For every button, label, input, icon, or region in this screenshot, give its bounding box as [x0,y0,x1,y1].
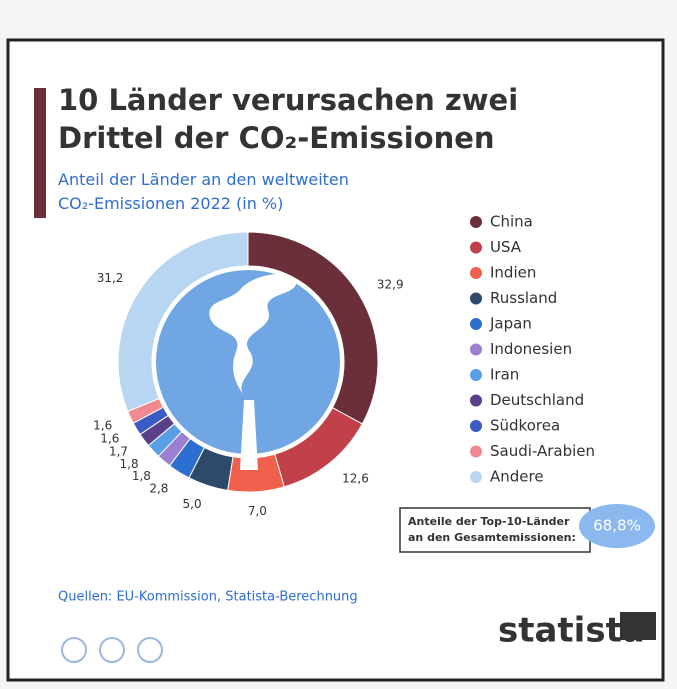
legend-swatch [470,216,482,228]
source: Quellen: EU-Kommission, Statista-Berechn… [58,590,358,605]
legend-swatch [470,395,482,407]
legend-swatch [470,420,482,432]
legend-swatch [470,318,482,330]
data-label: 1,6 [100,432,119,446]
legend-swatch [470,369,482,381]
legend-label: Indien [490,264,536,282]
legend-label: Indonesien [490,340,572,358]
title-bar [34,88,46,218]
legend-label: Saudi-Arabien [490,442,595,460]
legend-swatch [470,471,482,483]
data-label: 32,9 [377,278,404,292]
legend-label: Deutschland [490,391,584,409]
legend-label: Iran [490,366,519,384]
data-label: 1,8 [120,457,139,471]
legend-label: Russland [490,289,557,307]
legend-swatch [470,344,482,356]
legend-label: Andere [490,468,544,486]
logo-mark [620,612,656,640]
data-label: 12,6 [342,471,369,485]
legend-swatch [470,446,482,458]
data-label: 5,0 [183,497,202,511]
legend-swatch [470,293,482,305]
legend-label: China [490,213,533,231]
data-label: 7,0 [248,504,267,518]
data-label: 31,2 [97,271,124,285]
annotation-value: 68,8% [593,517,641,535]
chart: 10 Länder verursachen zweiDrittel der CO… [0,0,677,685]
data-label: 2,8 [149,482,168,496]
legend-label: Südkorea [490,417,560,435]
data-label: 1,6 [93,418,112,432]
legend-swatch [470,242,482,254]
page: {"chart_data": { "type": "pie", "donut":… [0,0,677,685]
legend-label: USA [490,238,522,256]
legend-swatch [470,267,482,279]
legend-label: Japan [489,315,532,333]
data-label: 1,7 [109,445,128,459]
